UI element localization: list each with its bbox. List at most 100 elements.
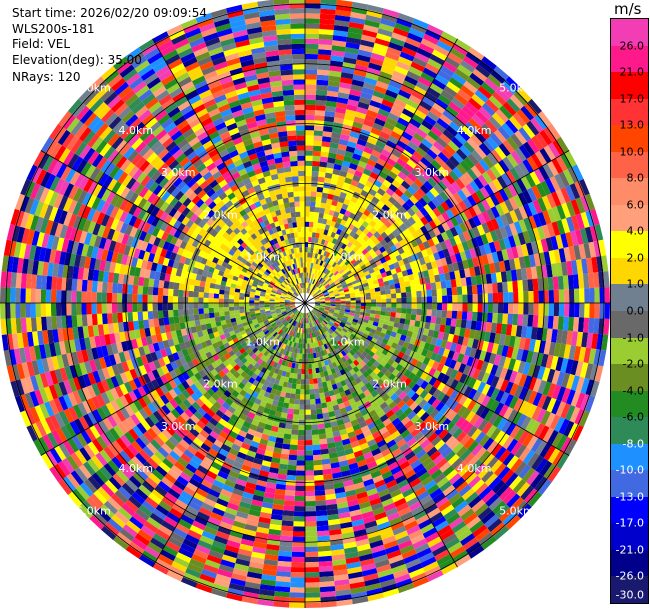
velocity-gate [352, 121, 364, 129]
velocity-gate [300, 384, 305, 390]
velocity-gate [318, 233, 324, 240]
velocity-gate [307, 358, 312, 364]
velocity-gate [349, 349, 356, 356]
velocity-gate [460, 508, 475, 521]
velocity-gate [347, 566, 363, 575]
velocity-gate [287, 464, 297, 471]
velocity-gate [362, 185, 372, 193]
velocity-gate [450, 342, 458, 352]
velocity-gate [377, 108, 390, 118]
velocity-gate [290, 439, 298, 446]
velocity-gate [326, 369, 333, 376]
velocity-gate [296, 455, 305, 461]
velocity-gate [528, 291, 534, 303]
velocity-gate [522, 432, 534, 447]
velocity-gate [324, 275, 329, 281]
velocity-gate [432, 141, 445, 152]
velocity-gate [305, 343, 308, 349]
velocity-gate [325, 257, 331, 264]
velocity-gate [372, 266, 380, 272]
velocity-gate [446, 81, 461, 94]
velocity-gate [430, 173, 441, 184]
velocity-gate [584, 226, 594, 243]
velocity-gate [336, 370, 342, 378]
velocity-gate [338, 352, 344, 359]
velocity-gate [315, 264, 320, 270]
velocity-gate [294, 363, 299, 369]
velocity-gate [327, 442, 336, 449]
velocity-gate [340, 356, 347, 363]
velocity-gate [517, 503, 532, 519]
velocity-gate [332, 559, 347, 566]
velocity-gate [384, 285, 391, 291]
velocity-gate [420, 184, 430, 195]
velocity-gate [398, 506, 412, 517]
velocity-gate [305, 191, 311, 197]
velocity-gate [352, 445, 362, 453]
velocity-gate [320, 202, 327, 209]
velocity-gate [325, 305, 331, 307]
velocity-gate [498, 188, 509, 202]
velocity-gate [461, 354, 470, 365]
velocity-gate [547, 315, 554, 330]
velocity-gate [378, 573, 395, 583]
velocity-gate [314, 305, 320, 307]
velocity-gate [311, 342, 315, 349]
velocity-gate [435, 496, 449, 508]
velocity-gate [451, 97, 465, 110]
velocity-gate [379, 267, 386, 274]
velocity-gate [358, 245, 366, 252]
velocity-gate [407, 140, 419, 151]
velocity-gate [334, 292, 340, 296]
velocity-gate [305, 429, 312, 436]
velocity-gate [387, 240, 395, 248]
velocity-gate [306, 328, 309, 334]
velocity-gate [320, 448, 329, 455]
velocity-gate [309, 289, 312, 294]
velocity-gate [370, 127, 382, 136]
velocity-gate [318, 329, 323, 335]
velocity-gate [369, 154, 379, 163]
velocity-gate [335, 594, 352, 602]
velocity-gate [315, 300, 321, 302]
velocity-gate [486, 312, 493, 323]
velocity-gate [500, 271, 508, 283]
velocity-gate [497, 303, 504, 314]
velocity-gate [361, 220, 369, 228]
velocity-gate [343, 119, 354, 127]
velocity-gate [379, 103, 392, 113]
velocity-gate [341, 282, 347, 287]
velocity-gate [298, 327, 302, 334]
velocity-gate [317, 330, 322, 336]
velocity-gate [585, 210, 595, 227]
velocity-gate [528, 338, 536, 352]
velocity-gate [432, 388, 442, 399]
velocity-gate [441, 148, 453, 160]
velocity-gate [400, 84, 414, 95]
velocity-gate [522, 141, 536, 157]
velocity-gate [534, 476, 548, 492]
velocity-gate [339, 208, 347, 215]
velocity-gate [294, 399, 300, 405]
velocity-gate [535, 182, 547, 198]
velocity-gate [359, 442, 370, 451]
velocity-gate [338, 241, 344, 248]
velocity-gate [326, 315, 332, 320]
velocity-gate [371, 262, 378, 269]
velocity-gate [509, 383, 519, 397]
velocity-gate [513, 291, 519, 303]
velocity-gate [340, 306, 346, 310]
velocity-gate [336, 397, 344, 405]
velocity-gate [393, 497, 407, 508]
velocity-gate [499, 391, 510, 405]
velocity-gate [354, 255, 361, 262]
velocity-gate [385, 270, 393, 277]
velocity-gate [294, 347, 298, 354]
velocity-gate [401, 487, 415, 498]
velocity-gate [315, 330, 320, 337]
velocity-gate [471, 443, 483, 457]
velocity-gate [481, 102, 496, 117]
velocity-gate [448, 424, 460, 436]
velocity-gate [394, 65, 409, 76]
velocity-gate [411, 482, 425, 493]
